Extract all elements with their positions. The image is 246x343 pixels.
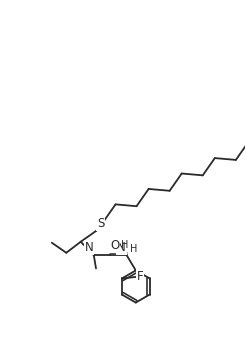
Text: F: F [137, 270, 143, 283]
Text: H: H [130, 244, 138, 254]
Text: N: N [117, 241, 126, 254]
Text: N: N [85, 241, 93, 254]
Text: S: S [97, 217, 105, 230]
Text: O: O [110, 239, 119, 252]
Text: H: H [121, 240, 129, 250]
